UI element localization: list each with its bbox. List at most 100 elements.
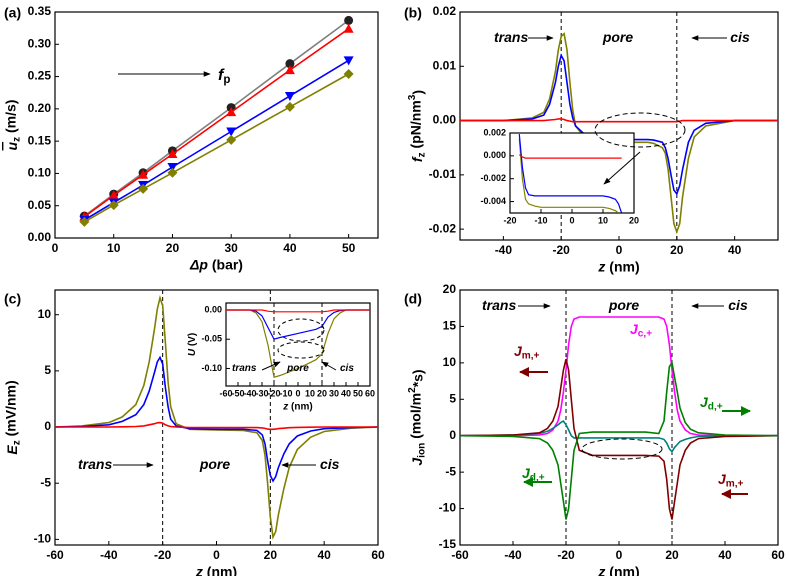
y-tick-label: 0.10 <box>28 166 52 180</box>
label-part: J <box>409 457 425 466</box>
x-tick-label: 0 <box>616 548 623 562</box>
marker <box>108 190 119 200</box>
x-axis-label: z (nm) <box>597 258 639 274</box>
x-tick-label: 0 <box>52 241 59 255</box>
panel-label: (b) <box>404 5 422 21</box>
y-tick-label: 20 <box>443 282 457 296</box>
annotation: pore <box>608 297 640 313</box>
x-tick-label: 30 <box>225 241 239 255</box>
label-part: (pN/nm <box>407 100 423 152</box>
label-part: pore <box>286 363 309 374</box>
annotation: Jc,+ <box>630 321 652 339</box>
y-tick-label: 0.15 <box>28 133 52 147</box>
y-tick-label: 0.00 <box>28 230 52 244</box>
marker <box>284 101 295 112</box>
plot-frame <box>54 11 379 239</box>
marker <box>226 107 237 117</box>
x-tick-label: 10 <box>305 388 315 398</box>
panel-label: (d) <box>404 291 422 307</box>
marker <box>108 200 119 211</box>
label-part: U <box>187 348 198 356</box>
y-tick-label: 0.00 <box>204 304 222 314</box>
y-tick-label: 0.05 <box>28 198 52 212</box>
label-part: cis <box>340 363 354 374</box>
label-part: m,+ <box>726 478 744 489</box>
label-part: ion <box>416 443 427 458</box>
annotation: cis <box>320 456 340 472</box>
label-part: (nm) <box>605 563 639 576</box>
highlight <box>594 112 686 148</box>
label-part: z <box>597 563 605 576</box>
series-line <box>518 154 622 159</box>
x-tick-label: -20 <box>154 548 172 562</box>
annotation: Jd,+ <box>700 394 723 412</box>
x-tick-label: 60 <box>371 548 385 562</box>
label-part: (m/s) <box>2 100 18 137</box>
marker <box>167 162 178 172</box>
y-tick-label: -0.004 <box>480 196 506 206</box>
x-tick-label: 0 <box>213 548 220 562</box>
annotation: cis <box>730 29 750 45</box>
x-tick-label: -40 <box>100 548 118 562</box>
series-line <box>460 316 778 437</box>
x-tick-label: -10 <box>534 215 547 225</box>
y-tick-label: 0.01 <box>433 58 457 72</box>
x-tick-label: -40 <box>504 548 522 562</box>
panel-label: (a) <box>4 5 21 21</box>
x-tick-label: 30 <box>329 388 339 398</box>
arrow <box>603 151 641 185</box>
plot-frame <box>459 289 779 546</box>
label-part: E <box>4 445 20 455</box>
label-part: trans <box>232 363 257 374</box>
annotation: pore <box>286 363 309 374</box>
y-tick-label: -0.10 <box>201 363 222 373</box>
series-line <box>226 309 370 340</box>
series-line <box>518 134 623 213</box>
plot-frame <box>225 302 371 387</box>
x-tick-label: -20 <box>267 388 280 398</box>
y-tick-label: 10 <box>443 355 457 369</box>
label-part: z <box>11 137 22 142</box>
x-tick-label: 40 <box>728 243 742 257</box>
marker <box>344 15 354 25</box>
x-tick-label: -20 <box>503 215 516 225</box>
marker <box>138 183 149 194</box>
label-part: trans <box>482 297 516 313</box>
marker <box>226 127 237 137</box>
marker <box>79 216 90 227</box>
label-part: Δp <box>189 256 208 272</box>
annotation: Jm,+ <box>718 471 744 489</box>
label-part: z <box>416 152 427 157</box>
y-axis-label: Ez (mV/nm) <box>2 380 22 454</box>
x-tick-label: -60 <box>46 548 64 562</box>
series-line <box>518 138 619 213</box>
y-axis-label: fz (pN/nm3) <box>407 90 427 162</box>
y-axis-label: U (V) <box>187 333 198 356</box>
label-part: f <box>409 156 425 162</box>
annotation: trans <box>232 363 257 374</box>
x-tick-label: 20 <box>264 548 278 562</box>
y-tick-label: 0.25 <box>28 69 52 83</box>
label-part: z <box>282 401 288 412</box>
label-part: trans <box>494 29 528 45</box>
label-part: 3 <box>407 94 418 100</box>
highlight <box>581 438 663 460</box>
y-tick-label: 15 <box>443 319 457 333</box>
x-tick-label: 40 <box>341 388 351 398</box>
annotation: trans <box>78 456 112 472</box>
y-tick-label: 0.000 <box>483 150 506 160</box>
annotation: trans <box>482 297 516 313</box>
label-part: J <box>630 321 639 337</box>
x-axis-label: z (nm) <box>282 401 312 412</box>
x-tick-label: 0 <box>616 243 623 257</box>
annotation: Jm,+ <box>514 343 540 361</box>
y-tick-label: 5 <box>44 363 51 377</box>
label-part: f <box>218 67 225 84</box>
y-tick-label: 0.00 <box>433 113 457 127</box>
x-tick-label: 20 <box>670 243 684 257</box>
label-part: m,+ <box>522 350 540 361</box>
annotation: pore <box>602 29 634 45</box>
x-tick-label: -10 <box>279 388 292 398</box>
annotation: Jd,+ <box>522 465 545 483</box>
